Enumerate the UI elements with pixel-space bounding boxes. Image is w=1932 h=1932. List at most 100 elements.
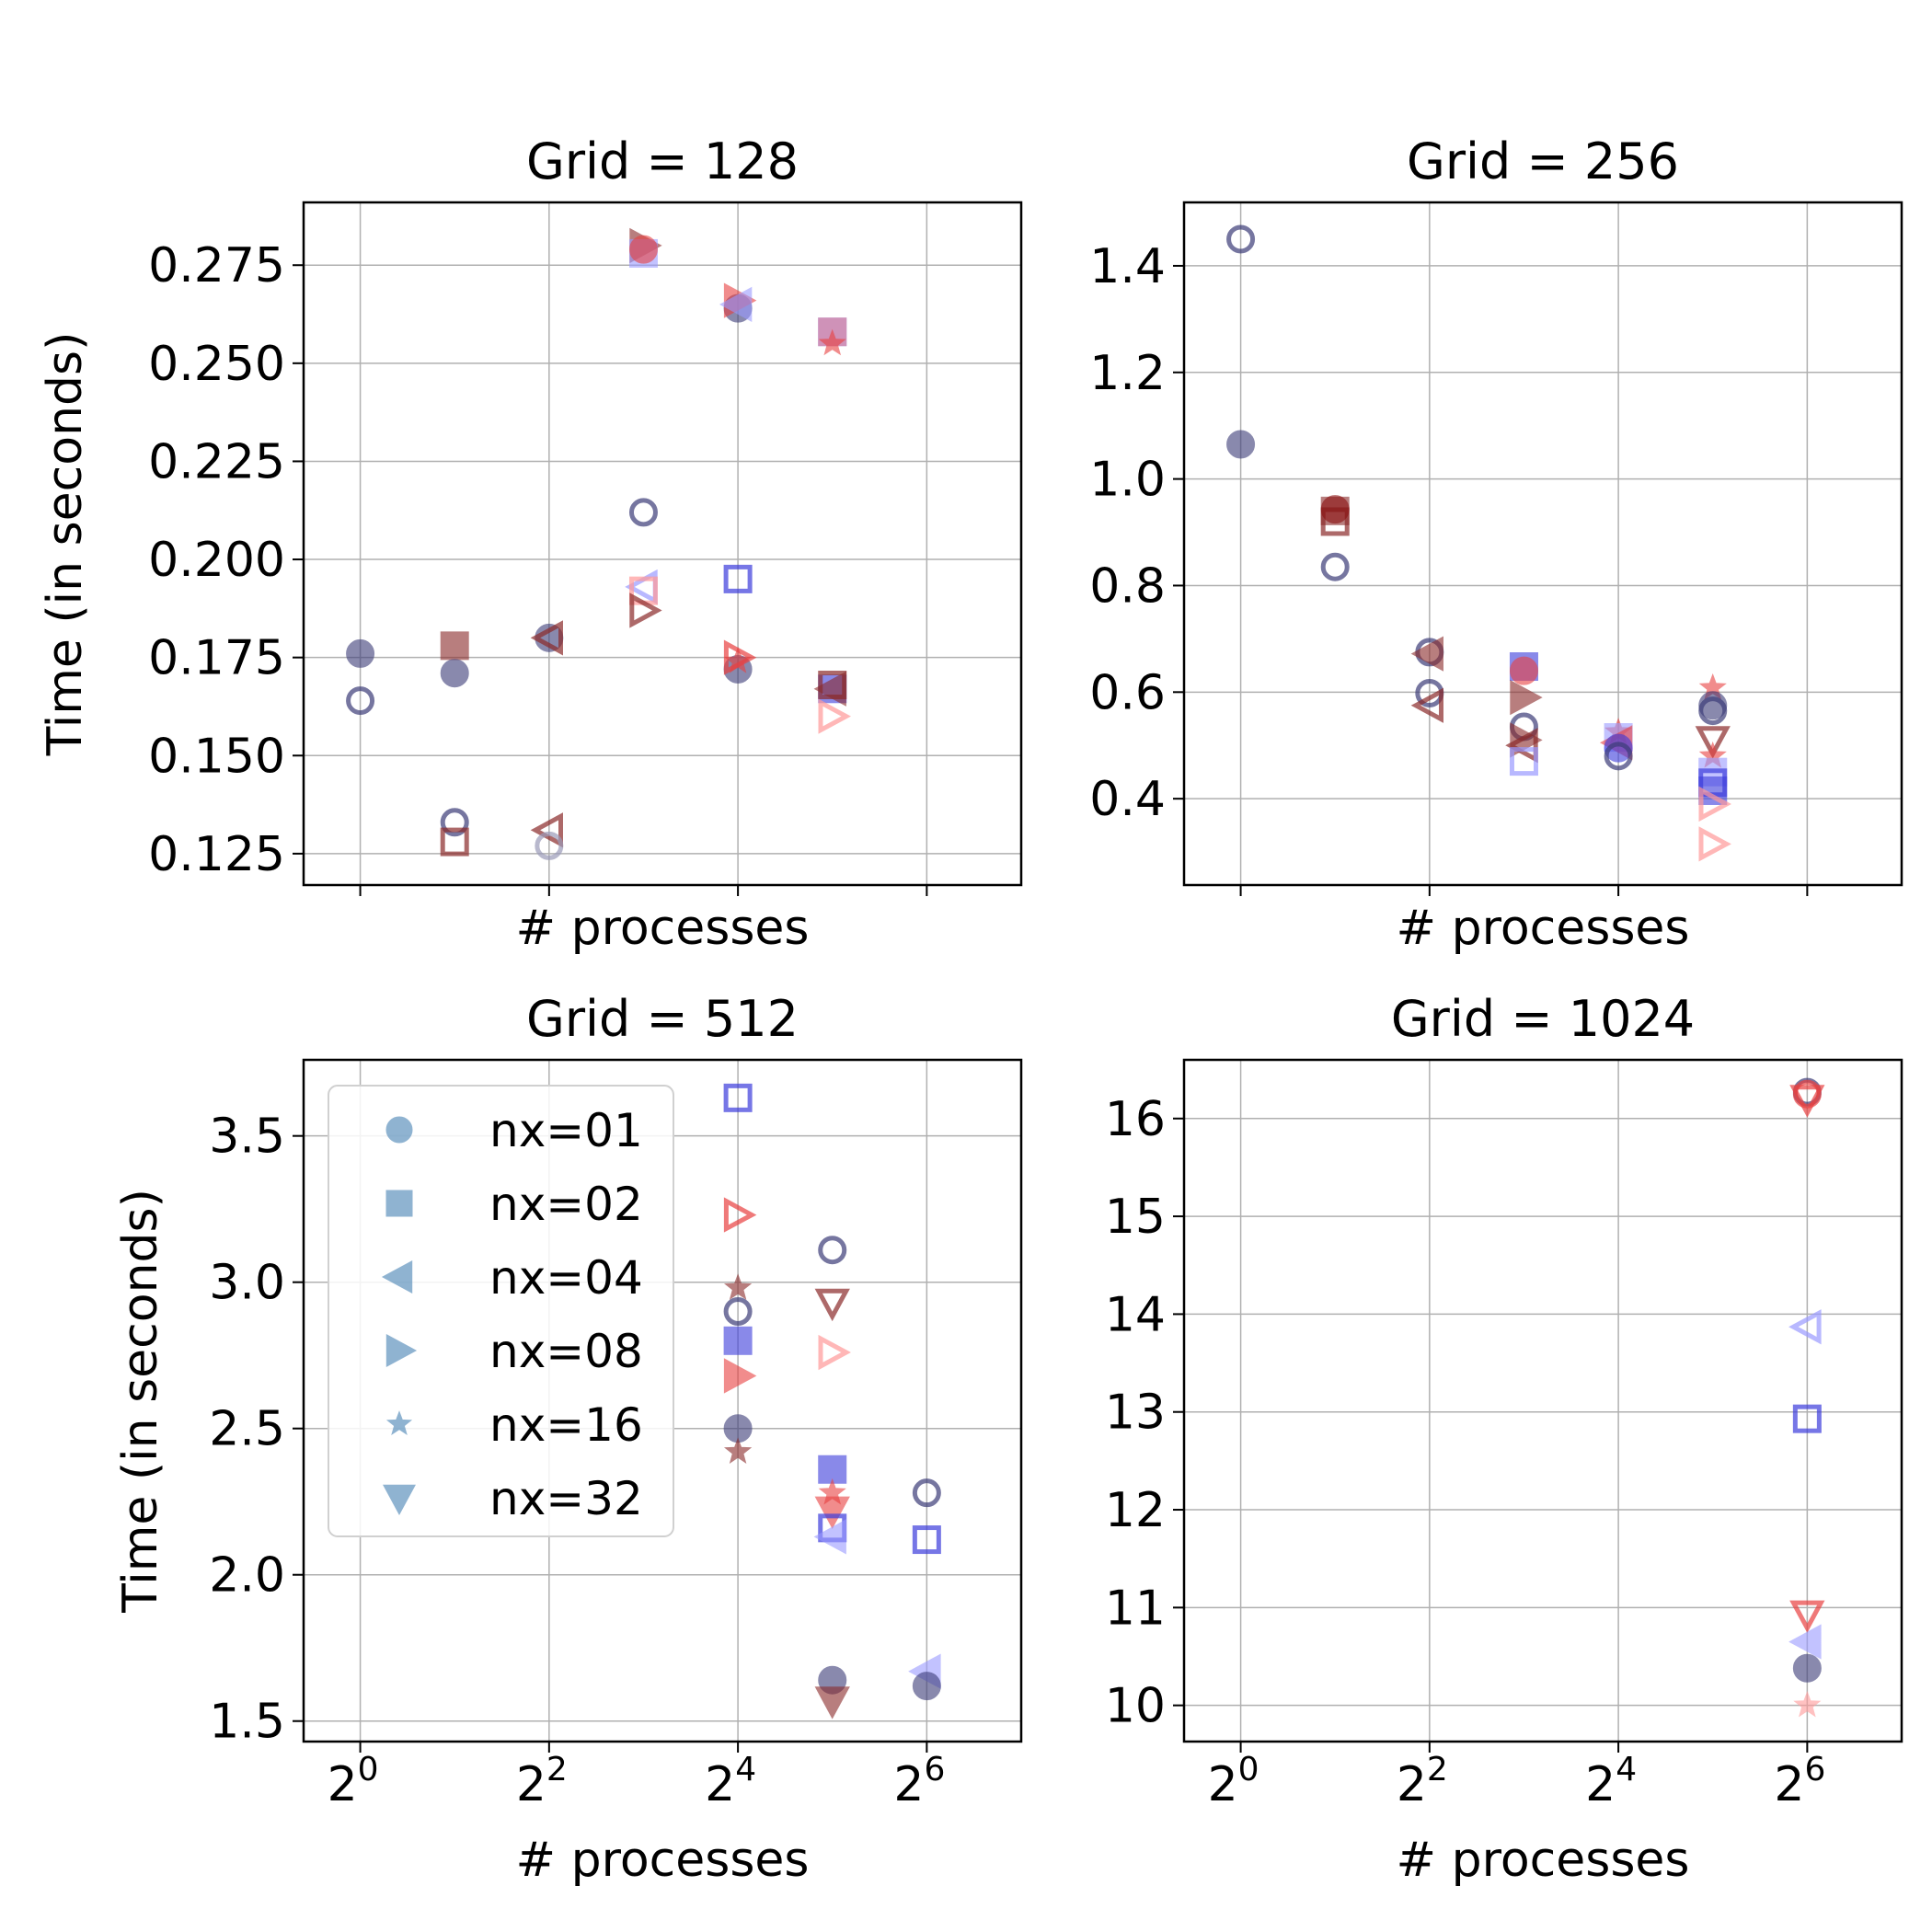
data-point-tri_left <box>719 286 753 322</box>
y-tick-label: 10 <box>1105 1679 1166 1734</box>
y-tick-label: 0.6 <box>1089 665 1166 720</box>
x-axis-label: # processes <box>515 1833 809 1888</box>
data-point-star <box>723 1437 753 1465</box>
data-point-square <box>912 1525 941 1555</box>
data-point-tri_right <box>723 639 757 675</box>
data-point-tri_down <box>1695 726 1731 759</box>
legend-label: nx=08 <box>489 1325 643 1378</box>
x-axis-label: # processes <box>1396 1833 1689 1888</box>
data-point-tri_left <box>1410 636 1443 672</box>
y-tick-label: 2.5 <box>209 1402 285 1457</box>
y-tick-label: 0.225 <box>148 434 285 489</box>
legend-label: nx=04 <box>489 1251 643 1305</box>
data-point-tri_right <box>1510 680 1543 716</box>
data-point-tri_left <box>530 812 563 848</box>
data-point-tri_left <box>530 620 563 656</box>
data-point-tri_left <box>813 671 846 707</box>
legend-label: nx=16 <box>489 1398 643 1452</box>
y-tick-label: 2.0 <box>209 1548 285 1604</box>
data-point-tri_right <box>1698 786 1731 822</box>
x-tick-label: 24 <box>705 1751 756 1812</box>
y-tick-label: 1.2 <box>1089 346 1166 401</box>
data-point-tri_right <box>723 1197 757 1233</box>
chart-title: Grid = 256 <box>1407 132 1679 190</box>
data-point-tri_left <box>1788 1309 1822 1345</box>
x-tick-label-exponent: 6 <box>924 1751 945 1788</box>
y-tick-label: 3.5 <box>209 1110 285 1165</box>
y-tick-label: 0.4 <box>1089 772 1166 827</box>
y-tick-label: 1.5 <box>209 1695 285 1750</box>
chart-panel-2: 0.4 0.6 0.8 1.0 1.2 1.4 Grid = 256 # processes <box>1089 132 1903 956</box>
y-tick-label: 11 <box>1105 1581 1166 1636</box>
x-tick-label-base: 2 <box>1208 1757 1238 1812</box>
axes-frame <box>1182 1058 1903 1743</box>
x-tick-label-base: 2 <box>516 1757 546 1812</box>
data-point-square <box>1509 747 1538 776</box>
y-tick-label: 12 <box>1105 1483 1166 1538</box>
data-point-square <box>440 827 469 857</box>
data-point-circle <box>440 808 469 837</box>
chart-panel-1: 0.125 0.150 0.175 0.200 0.225 0.250 0.275 Grid … <box>38 132 1023 956</box>
data-point-tri_down <box>814 1496 850 1529</box>
data-point-circle <box>535 831 564 860</box>
y-axis-label: Time (in seconds) <box>113 1189 168 1614</box>
data-point-square <box>723 1326 753 1355</box>
x-axis-label: # processes <box>1396 901 1689 956</box>
data-point-circle <box>1792 1653 1822 1683</box>
data-point-star <box>818 328 846 356</box>
data-point-circle <box>1698 696 1728 726</box>
x-tick-label-base: 2 <box>893 1757 924 1812</box>
data-point-star <box>723 1273 753 1300</box>
x-tick-label-base: 2 <box>328 1757 358 1812</box>
panels: 0.125 0.150 0.175 0.200 0.225 0.250 0.275 Grid … <box>38 132 1903 1888</box>
x-axis-label: # processes <box>515 901 809 956</box>
data-point-tri_left <box>1788 1624 1822 1660</box>
x-tick-label-exponent: 2 <box>546 1751 568 1788</box>
data-point-tri_right <box>818 1334 851 1371</box>
x-tick-label: 24 <box>1585 1751 1637 1812</box>
data-point-tri_right <box>1510 722 1543 758</box>
data-point-tri_left <box>1505 728 1538 764</box>
data-point-tri_down <box>1789 1600 1825 1633</box>
data-point-square <box>440 631 469 661</box>
data-point-square <box>723 1083 753 1112</box>
legend-box <box>328 1085 674 1537</box>
y-axis-label: Time (in seconds) <box>38 332 93 757</box>
data-point-square <box>818 1455 847 1484</box>
x-tick-label-exponent: 0 <box>1238 1751 1259 1788</box>
data-point-tri_right <box>629 592 662 628</box>
y-tick-label: 0.150 <box>148 729 285 784</box>
data-point-circle <box>1509 656 1538 685</box>
x-tick-label: 20 <box>1208 1751 1259 1812</box>
x-tick-label: 22 <box>516 1751 568 1812</box>
legend-marker-circle <box>385 1116 413 1144</box>
x-tick-label-exponent: 6 <box>1804 1751 1825 1788</box>
y-tick-label: 1.0 <box>1089 453 1166 508</box>
x-tick-label-base: 2 <box>1397 1757 1427 1812</box>
data-point-circle <box>628 235 658 264</box>
y-tick-label: 1.4 <box>1089 239 1166 294</box>
data-point-circle <box>1604 742 1633 771</box>
data-point-circle <box>1604 733 1633 763</box>
legend-label: nx=02 <box>489 1178 643 1231</box>
x-tick-label: 26 <box>893 1751 945 1812</box>
legend-marker-star <box>385 1410 413 1436</box>
data-point-square <box>1792 1404 1822 1433</box>
data-point-tri_right <box>1698 826 1731 862</box>
data-point-circle <box>1226 430 1256 459</box>
chart-title: Grid = 1024 <box>1391 990 1695 1048</box>
data-point-tri_right <box>723 1358 757 1394</box>
x-tick-label: 20 <box>328 1751 379 1812</box>
chart-title: Grid = 128 <box>526 132 799 190</box>
data-point-tri_right <box>818 698 851 734</box>
data-point-circle <box>440 659 469 688</box>
axes-frame <box>302 1058 1023 1743</box>
y-tick-label: 14 <box>1105 1287 1166 1342</box>
y-tick-label: 0.250 <box>148 337 285 392</box>
data-point-circle <box>346 638 375 668</box>
chart-title: Grid = 512 <box>526 990 799 1048</box>
legend-marker-tri_left <box>381 1260 413 1294</box>
data-point-square <box>723 564 753 593</box>
axes-frame <box>302 201 1023 887</box>
